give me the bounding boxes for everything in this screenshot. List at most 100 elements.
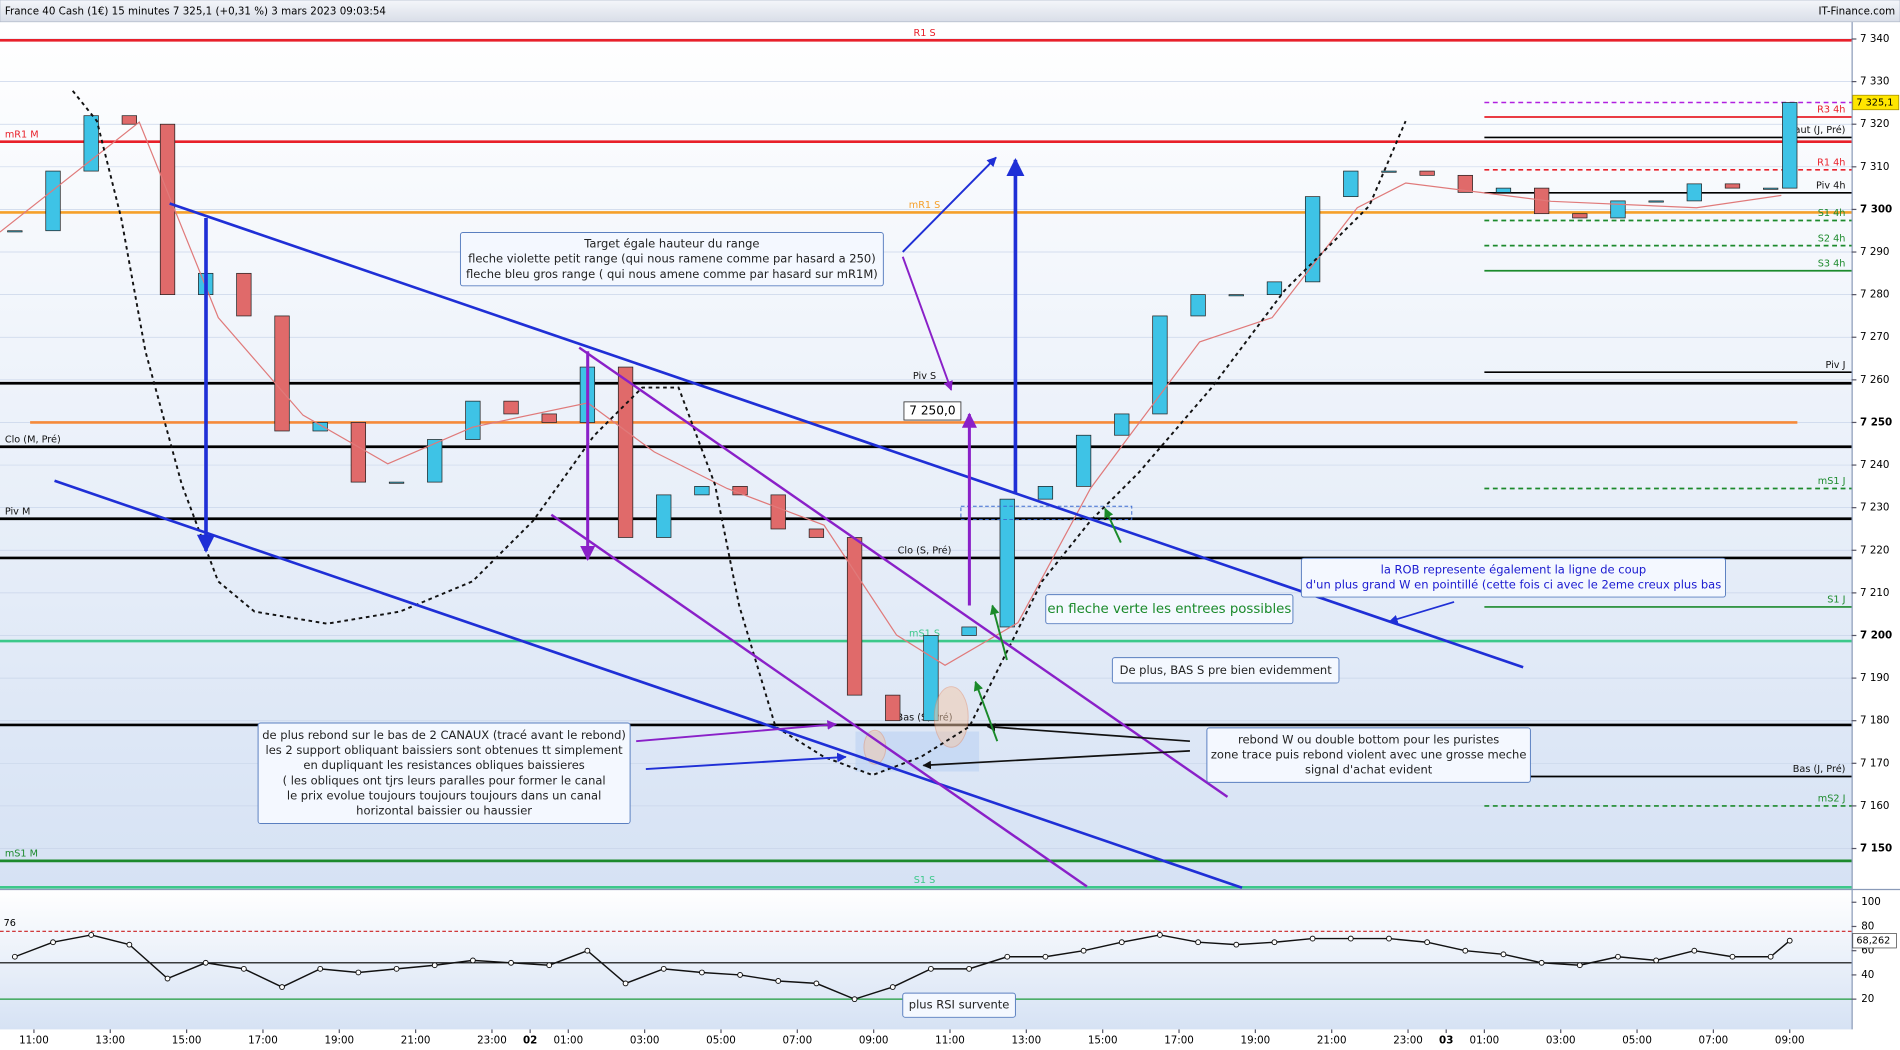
rsi-level-label: 76 xyxy=(4,918,16,929)
drawings xyxy=(54,90,1524,889)
rsi-point xyxy=(660,965,667,972)
candle xyxy=(1152,315,1168,415)
trendline xyxy=(578,346,1229,798)
annotation-text: signal d'achat evident xyxy=(1305,763,1433,777)
annotation-text: de plus rebond sur le bas de 2 CANAUX (t… xyxy=(262,728,626,742)
x-tick-label: 01:00 xyxy=(1470,1034,1500,1046)
y-tick-label: 7 310 xyxy=(1860,161,1889,173)
annotation-text: d'un plus grand W en pointillé (cette fo… xyxy=(1306,578,1722,592)
y-tick-label: 7 330 xyxy=(1860,76,1889,88)
rsi-point xyxy=(50,939,56,946)
rsi-point xyxy=(1767,953,1774,960)
y-tick-label: 7 320 xyxy=(1860,118,1889,130)
rsi-point xyxy=(1347,935,1354,942)
candle xyxy=(312,422,328,432)
x-tick-label: 05:00 xyxy=(1622,1034,1652,1046)
level-label: mR1 M xyxy=(5,129,39,140)
candle xyxy=(1763,187,1779,190)
note-arrow xyxy=(986,722,1190,743)
y-tick-label: 7 190 xyxy=(1860,672,1889,684)
x-tick-label: 09:00 xyxy=(1775,1034,1805,1046)
y-tick-label: 7 220 xyxy=(1860,544,1889,556)
rsi-point xyxy=(1462,947,1469,954)
level-label: R1 S xyxy=(913,28,935,39)
rsi-point xyxy=(317,965,324,972)
header-brand: IT-Finance.com xyxy=(1818,6,1895,18)
level-label: R3 4h xyxy=(1817,105,1845,116)
rsi-point xyxy=(584,947,591,954)
candle xyxy=(1075,434,1092,487)
level-label: S3 4h xyxy=(1818,259,1846,270)
level-label: Bas (J, Pré) xyxy=(1793,763,1846,775)
candle xyxy=(617,366,634,538)
level-label: mS2 J xyxy=(1818,794,1846,805)
rsi-point xyxy=(1271,939,1278,946)
y-tick-label: 7 150 xyxy=(1860,843,1892,855)
annotation-text: horizontal baissier ou haussier xyxy=(356,804,532,818)
level-label: mS1 M xyxy=(5,849,38,860)
rsi-point xyxy=(1653,957,1660,964)
x-tick-label: 07:00 xyxy=(783,1034,813,1046)
annotation-box xyxy=(1300,557,1726,598)
note-arrow xyxy=(922,750,1190,770)
header-title: France 40 Cash (1€) 15 minutes 7 325,1 (… xyxy=(5,6,386,18)
rsi-point xyxy=(1615,953,1621,960)
rsi-point xyxy=(1386,935,1392,942)
candle xyxy=(656,494,672,538)
candle xyxy=(1610,200,1626,219)
x-tick-label: 13:00 xyxy=(1012,1034,1042,1046)
candle xyxy=(846,537,863,696)
candle xyxy=(1457,174,1473,193)
level-label: mS1 S xyxy=(909,629,940,640)
y-tick-label: 7 200 xyxy=(1860,629,1892,641)
y-tick-label: 7 270 xyxy=(1860,331,1889,343)
y-tick-label: 7 170 xyxy=(1860,757,1889,769)
rsi-badge-label: 68,262 xyxy=(1856,936,1890,947)
trendline xyxy=(54,479,1243,889)
rsi-point xyxy=(1500,951,1507,958)
x-tick-label: 15:00 xyxy=(1088,1034,1118,1046)
x-tick-label: 07:00 xyxy=(1699,1034,1729,1046)
rsi-point xyxy=(775,978,782,984)
level-label: Piv S xyxy=(913,371,936,382)
moving-average xyxy=(0,121,1782,667)
candle xyxy=(1037,486,1054,500)
y-tick-label: 7 340 xyxy=(1860,33,1889,45)
candle xyxy=(159,123,176,296)
level-label: Piv 4h xyxy=(1816,181,1845,192)
annotation-text: en dupliquant les resistances obliques b… xyxy=(303,758,584,772)
x-tick-label: 23:00 xyxy=(1393,1034,1423,1046)
candle xyxy=(885,694,901,722)
candle xyxy=(1381,170,1397,173)
rsi-point xyxy=(1691,947,1698,954)
x-tick-label: 11:00 xyxy=(935,1034,965,1046)
candle xyxy=(1724,183,1741,189)
candle xyxy=(1686,183,1702,202)
level-label: Haut (J, Pré) xyxy=(1787,124,1845,136)
y-tick-label: 7 250 xyxy=(1860,416,1892,428)
annotation-text: en fleche verte les entrees possibles xyxy=(1047,602,1291,617)
annotation-text: rebond W ou double bottom pour les puris… xyxy=(1238,732,1499,746)
rsi-point xyxy=(355,969,362,976)
candle xyxy=(465,400,481,440)
y-tick-label: 7 260 xyxy=(1860,374,1889,386)
x-tick-label: 15:00 xyxy=(172,1034,202,1046)
annotation-text: Target égale hauteur du range xyxy=(583,237,759,251)
level-label: 7 250,0 xyxy=(909,403,955,417)
x-tick-label: 11:00 xyxy=(19,1034,49,1046)
level-label: S1 J xyxy=(1827,595,1845,606)
level-label: Piv J xyxy=(1825,360,1845,371)
x-tick-label: 02 xyxy=(523,1034,537,1046)
candle xyxy=(1572,213,1588,219)
rsi-point xyxy=(1195,939,1202,946)
rsi-point xyxy=(431,962,438,969)
candle xyxy=(1782,102,1798,189)
level-label: S2 4h xyxy=(1818,233,1846,244)
x-tick-label: 21:00 xyxy=(401,1034,431,1046)
annotation-text: ( les obliques ont tjrs leurs paralles p… xyxy=(283,773,606,787)
entry-arrow xyxy=(973,680,999,742)
last-price-badge xyxy=(1852,94,1900,111)
x-tick-label: 03:00 xyxy=(1546,1034,1576,1046)
y-tick-label: 7 280 xyxy=(1860,289,1889,301)
